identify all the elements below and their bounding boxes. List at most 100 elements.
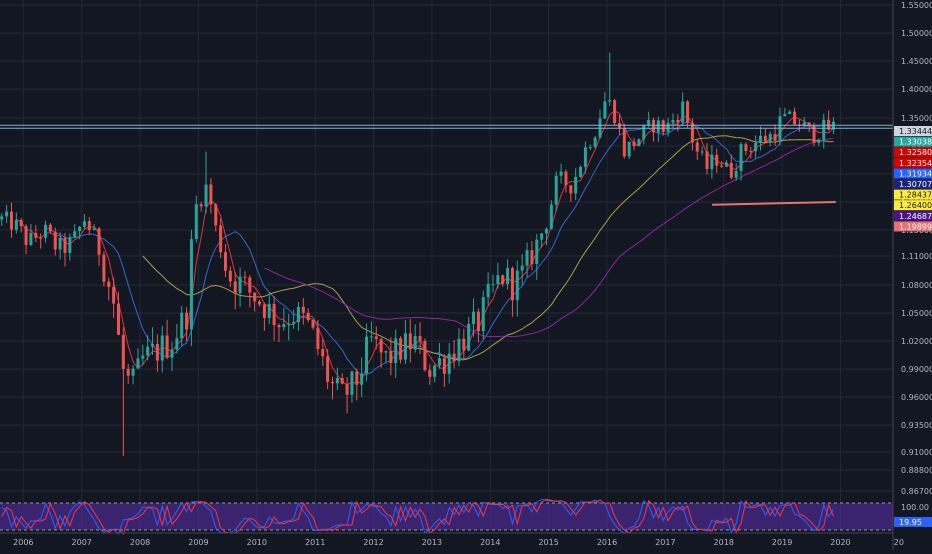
candle-body[interactable] <box>219 225 223 253</box>
candle-body[interactable] <box>141 355 145 359</box>
candle-body[interactable] <box>394 338 398 363</box>
candle-body[interactable] <box>277 325 281 328</box>
candle-body[interactable] <box>9 211 13 230</box>
candle-body[interactable] <box>29 232 33 245</box>
candle-body[interactable] <box>525 250 529 266</box>
candle-body[interactable] <box>729 162 733 178</box>
candle-body[interactable] <box>160 335 164 361</box>
candle-body[interactable] <box>506 268 510 285</box>
candle-body[interactable] <box>433 365 437 377</box>
candle-body[interactable] <box>822 119 826 140</box>
candle-body[interactable] <box>53 231 57 250</box>
candle-body[interactable] <box>768 134 772 142</box>
candle-body[interactable] <box>389 351 393 363</box>
candle-body[interactable] <box>608 100 612 102</box>
candle-body[interactable] <box>812 126 816 143</box>
candle-body[interactable] <box>262 304 266 318</box>
time-axis[interactable]: 2006 2007 2008 2009 2010 2011 2012 2013 2014 2015… <box>0 532 904 547</box>
candle-body[interactable] <box>530 250 534 265</box>
candle-body[interactable] <box>126 368 130 376</box>
candle-body[interactable] <box>671 120 675 123</box>
candle-body[interactable] <box>306 312 310 321</box>
candle-body[interactable] <box>107 281 111 287</box>
candle-body[interactable] <box>326 356 330 382</box>
candle-body[interactable] <box>554 175 558 205</box>
candle-body[interactable] <box>637 139 641 147</box>
candle-body[interactable] <box>223 252 227 271</box>
candle-body[interactable] <box>151 344 155 347</box>
candle-body[interactable] <box>58 237 62 250</box>
candle-body[interactable] <box>827 119 831 130</box>
candle-body[interactable] <box>360 373 364 385</box>
candle-body[interactable] <box>355 371 359 385</box>
candle-body[interactable] <box>170 349 174 358</box>
candle-body[interactable] <box>365 336 369 374</box>
candle-body[interactable] <box>715 154 719 166</box>
candle-body[interactable] <box>593 137 597 148</box>
candle-body[interactable] <box>676 120 680 123</box>
candle-body[interactable] <box>501 275 505 285</box>
candle-body[interactable] <box>793 111 797 125</box>
trend-segment[interactable] <box>712 201 836 206</box>
candle-body[interactable] <box>457 338 461 362</box>
candle-body[interactable] <box>321 349 325 357</box>
candle-body[interactable] <box>481 297 485 332</box>
candle-body[interactable] <box>73 231 77 238</box>
candle-body[interactable] <box>583 147 587 167</box>
candle-body[interactable] <box>374 336 378 339</box>
candle-body[interactable] <box>0 216 4 220</box>
candle-body[interactable] <box>14 219 18 230</box>
candle-body[interactable] <box>121 334 125 369</box>
candle-body[interactable] <box>282 324 286 328</box>
candle-body[interactable] <box>700 151 704 153</box>
candle-body[interactable] <box>739 144 743 171</box>
candlestick-series[interactable] <box>0 52 835 457</box>
candle-body[interactable] <box>146 346 150 356</box>
candle-body[interactable] <box>199 204 203 207</box>
candle-body[interactable] <box>248 277 252 293</box>
candle-body[interactable] <box>744 144 748 151</box>
candle-body[interactable] <box>301 306 305 313</box>
candle-body[interactable] <box>379 338 383 353</box>
candle-body[interactable] <box>549 204 553 229</box>
candle-body[interactable] <box>296 306 300 323</box>
candle-body[interactable] <box>564 171 568 186</box>
candle-body[interactable] <box>340 378 344 384</box>
candle-body[interactable] <box>588 147 592 149</box>
candle-body[interactable] <box>754 142 758 152</box>
oscillator-pane[interactable] <box>0 498 893 535</box>
candle-body[interactable] <box>39 237 43 239</box>
candle-body[interactable] <box>78 226 82 232</box>
candle-body[interactable] <box>292 322 296 324</box>
candle-body[interactable] <box>720 165 724 167</box>
candle-body[interactable] <box>472 311 476 324</box>
candle-body[interactable] <box>476 311 480 332</box>
candle-body[interactable] <box>243 276 247 278</box>
candle-body[interactable] <box>428 370 432 377</box>
candle-body[interactable] <box>817 139 821 143</box>
candle-body[interactable] <box>233 281 237 293</box>
candle-body[interactable] <box>686 101 690 123</box>
candle-body[interactable] <box>214 204 218 226</box>
candle-body[interactable] <box>603 101 607 119</box>
candle-body[interactable] <box>661 120 665 133</box>
candle-body[interactable] <box>496 275 500 284</box>
candle-body[interactable] <box>5 211 9 217</box>
candle-body[interactable] <box>651 119 656 133</box>
candle-body[interactable] <box>647 119 651 126</box>
candle-body[interactable] <box>666 122 670 133</box>
candle-body[interactable] <box>209 184 213 205</box>
candle-body[interactable] <box>155 344 159 361</box>
candle-body[interactable] <box>559 171 563 176</box>
candle-body[interactable] <box>749 150 753 152</box>
candle-body[interactable] <box>189 239 193 330</box>
candle-body[interactable] <box>82 221 86 227</box>
candle-body[interactable] <box>185 312 189 330</box>
candle-body[interactable] <box>802 122 806 127</box>
candle-body[interactable] <box>44 224 48 238</box>
candle-body[interactable] <box>773 134 777 141</box>
candle-body[interactable] <box>807 122 811 127</box>
candle-body[interactable] <box>515 270 519 301</box>
candle-body[interactable] <box>87 221 91 231</box>
